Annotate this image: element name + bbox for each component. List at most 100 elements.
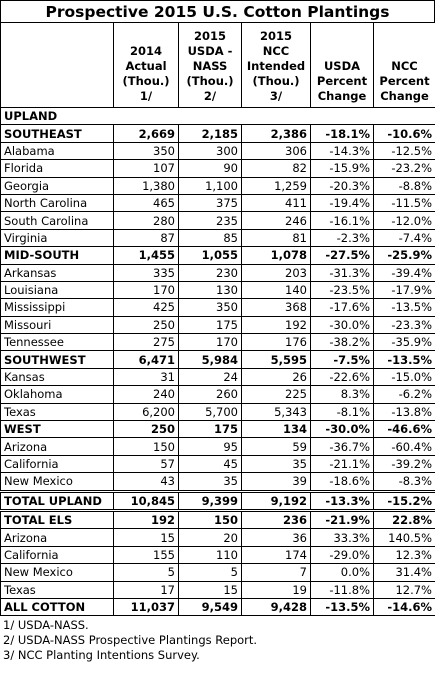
cell-value: -31.3% — [310, 263, 374, 282]
table-row: California 57 45 35 -21.1% -39.2% — [0, 454, 435, 474]
cell-value: 5,700 — [178, 402, 242, 422]
cell-value: 235 — [178, 211, 242, 230]
cell-value: 33.3% — [310, 528, 374, 547]
header-line: 2015 — [193, 29, 226, 43]
cell-value: 59 — [241, 437, 311, 456]
cell-value: 82 — [241, 159, 311, 178]
cell-value: 5,343 — [241, 402, 311, 422]
cell-value: 300 — [178, 141, 242, 161]
cell-value: 57 — [113, 454, 179, 474]
cell-value: 250 — [113, 315, 179, 335]
cell-value: 2,185 — [178, 124, 242, 143]
table-row: Missouri 250 175 192 -30.0% -23.3% — [0, 315, 435, 335]
row-label: Tennessee — [0, 333, 114, 352]
row-label: TOTAL ELS — [0, 508, 114, 530]
cell-value: -35.9% — [373, 333, 435, 352]
table-row: Arkansas 335 230 203 -31.3% -39.4% — [0, 263, 435, 282]
cell-value: 12.3% — [373, 545, 435, 565]
cell-value: -30.0% — [310, 315, 374, 335]
row-label: ALL COTTON — [0, 597, 114, 617]
cell-value: -19.4% — [310, 193, 374, 213]
row-label: Arizona — [0, 437, 114, 456]
header-line: NCC — [391, 59, 418, 73]
row-label: California — [0, 454, 114, 474]
row-label: Virginia — [0, 228, 114, 248]
cell-value: 107 — [113, 159, 179, 178]
header-line: (Thou.) — [186, 74, 234, 88]
header-line: Percent — [379, 74, 430, 88]
column-header: 2015 USDA - NASS (Thou.) 2/ — [178, 22, 242, 108]
table-title: Prospective 2015 U.S. Cotton Plantings — [0, 0, 435, 22]
footnote: 3/ NCC Planting Intentions Survey. — [3, 648, 200, 663]
header-line: NCC — [262, 44, 290, 58]
row-label: Missouri — [0, 315, 114, 335]
row-label: Arkansas — [0, 263, 114, 282]
cell-value: 31.4% — [373, 563, 435, 582]
cell-value: 175 — [178, 315, 242, 335]
header-line: Change — [380, 89, 429, 103]
header-line: 2014 — [129, 44, 162, 58]
cell-value: -23.2% — [373, 159, 435, 178]
cell-value: 246 — [241, 211, 311, 230]
cell-value: 15 — [113, 528, 179, 547]
cell-value: 36 — [241, 528, 311, 547]
cell-value: -14.3% — [310, 141, 374, 161]
cell-value: -13.5% — [373, 350, 435, 369]
cell-value: -30.0% — [310, 420, 374, 439]
cell-value: 31 — [113, 367, 179, 387]
cell-value: 26 — [241, 367, 311, 387]
cell-value: 1,380 — [113, 176, 179, 195]
row-label: New Mexico — [0, 472, 114, 492]
table-row: MID-SOUTH 1,455 1,055 1,078 -27.5% -25.9% — [0, 246, 435, 265]
header-line: 2015 — [259, 29, 292, 43]
cell-value: 9,192 — [241, 489, 311, 511]
table-row: New Mexico 43 35 39 -18.6% -8.3% — [0, 472, 435, 492]
cell-value: -21.9% — [310, 508, 374, 530]
footnote: 1/ USDA-NASS. — [3, 618, 89, 633]
cell-value: 5 — [113, 563, 179, 582]
cell-value: 250 — [113, 420, 179, 439]
cell-value: 350 — [178, 298, 242, 317]
cell-value: -2.3% — [310, 228, 374, 248]
row-label: Texas — [0, 580, 114, 599]
row-label: WEST — [0, 420, 114, 439]
row-label: Georgia — [0, 176, 114, 195]
cell-value: -22.6% — [310, 367, 374, 387]
row-label: SOUTHEAST — [0, 124, 114, 143]
table-row: Virginia 87 85 81 -2.3% -7.4% — [0, 228, 435, 248]
table-row: California 155 110 174 -29.0% 12.3% — [0, 545, 435, 565]
row-label: MID-SOUTH — [0, 246, 114, 265]
cell-value: -13.5% — [310, 597, 374, 617]
cell-value: -17.6% — [310, 298, 374, 317]
cell-value: 425 — [113, 298, 179, 317]
column-header: NCC Percent Change — [373, 22, 435, 108]
cell-value: 335 — [113, 263, 179, 282]
cell-value: -15.2% — [373, 489, 435, 511]
cell-value: -7.4% — [373, 228, 435, 248]
cell-value: -12.0% — [373, 211, 435, 230]
table-row: UPLAND — [0, 106, 435, 126]
cell-value: 45 — [178, 454, 242, 474]
cell-value: 192 — [241, 315, 311, 335]
cell-value: -10.6% — [373, 124, 435, 143]
cell-value: 411 — [241, 193, 311, 213]
header-line: Actual — [125, 59, 167, 73]
cell-value: 24 — [178, 367, 242, 387]
cell-value: 2,386 — [241, 124, 311, 143]
cell-value: 155 — [113, 545, 179, 565]
cell-value: 368 — [241, 298, 311, 317]
cell-value: -27.5% — [310, 246, 374, 265]
cell-value: 134 — [241, 420, 311, 439]
header-line: Change — [317, 89, 367, 103]
cell-value: 6,200 — [113, 402, 179, 422]
table-row: Tennessee 275 170 176 -38.2% -35.9% — [0, 333, 435, 352]
cell-value: 43 — [113, 472, 179, 492]
cell-value: 9,399 — [178, 489, 242, 511]
cell-value: -39.2% — [373, 454, 435, 474]
table-row: Kansas 31 24 26 -22.6% -15.0% — [0, 367, 435, 387]
cell-value: 350 — [113, 141, 179, 161]
row-label: Mississippi — [0, 298, 114, 317]
table-row: Arizona 150 95 59 -36.7% -60.4% — [0, 437, 435, 456]
cell-value: 174 — [241, 545, 311, 565]
